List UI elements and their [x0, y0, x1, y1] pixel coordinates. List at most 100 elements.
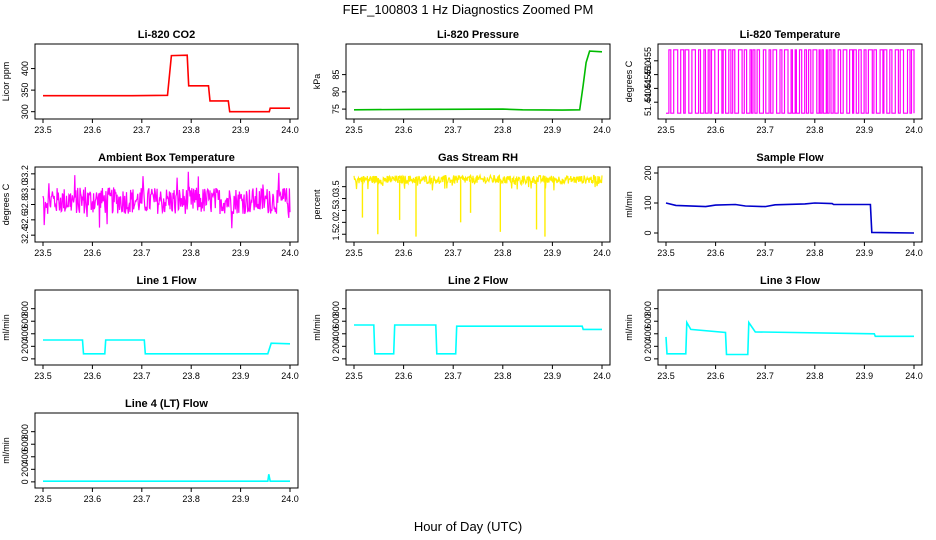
x-tick-label: 23.6 [395, 371, 413, 381]
panel-ylabel: ml/min [624, 191, 634, 218]
panel-frame [345, 166, 611, 243]
x-tick-label: 23.6 [84, 494, 102, 504]
x-tick-label: 24.0 [905, 248, 923, 258]
x-tick-label: 23.8 [806, 125, 824, 135]
y-tick-label: 3.5 [331, 180, 341, 193]
y-tick-label: 300 [20, 104, 30, 119]
panel-8: Line 2 Flow ml/min 23.5 23.6 23.7 23.8 23.9 24.… [312, 275, 611, 381]
x-tick-label: 24.0 [281, 125, 299, 135]
y-tick-label: 800 [20, 424, 30, 439]
x-tick-label: 23.5 [34, 371, 52, 381]
series-line [353, 173, 603, 191]
y-tick-label: 600 [643, 314, 653, 329]
panel-title: Li-820 Pressure [437, 29, 519, 41]
series-line [665, 49, 915, 114]
panel-frame [345, 43, 611, 120]
panel-ylabel: percent [312, 189, 322, 220]
x-tick-label: 23.5 [345, 371, 363, 381]
x-tick-label: 24.0 [281, 494, 299, 504]
series-line [665, 319, 914, 356]
x-tick-label: 24.0 [593, 371, 611, 381]
y-tick-label: 85 [331, 70, 341, 80]
x-tick-label: 23.5 [657, 125, 675, 135]
y-tick-label: 0 [643, 356, 653, 361]
series-line [665, 202, 915, 234]
y-tick-label: 600 [331, 314, 341, 329]
x-tick-label: 23.5 [657, 248, 675, 258]
y-tick-label: 400 [20, 449, 30, 464]
panel-title: Line 3 Flow [760, 275, 820, 287]
y-tick-label: 51.450 [643, 61, 653, 89]
x-tick-label: 23.9 [544, 125, 562, 135]
x-tick-label: 23.5 [345, 248, 363, 258]
x-tick-label: 23.5 [657, 371, 675, 381]
panel-2: Li-820 Pressure kPa 23.5 23.6 23.7 23.8 23.9 24… [312, 29, 611, 135]
y-tick-label: 2.0 [331, 216, 341, 229]
x-tick-label: 23.8 [182, 248, 200, 258]
series-line [43, 474, 290, 482]
panel-10: Line 4 (LT) Flow ml/min 23.5 23.6 23.7 23.8 23… [1, 398, 299, 504]
y-tick-label: 32.6 [20, 211, 30, 229]
x-tick-label: 24.0 [905, 371, 923, 381]
x-tick-label: 23.8 [494, 248, 512, 258]
panel-7: Line 1 Flow ml/min 23.5 23.6 23.7 23.8 23.9 24.… [1, 275, 299, 381]
panel-title: Line 1 Flow [137, 275, 197, 287]
panel-ylabel: ml/min [312, 314, 322, 341]
y-tick-label: 33.2 [20, 165, 30, 183]
y-tick-label: 200 [331, 339, 341, 354]
x-tick-label: 24.0 [593, 125, 611, 135]
x-tick-label: 23.8 [182, 125, 200, 135]
y-tick-label: 400 [20, 326, 30, 341]
panel-title: Ambient Box Temperature [98, 152, 235, 164]
series-line [43, 54, 290, 113]
y-tick-label: 0 [331, 356, 341, 361]
y-tick-label: 800 [20, 301, 30, 316]
panel-ylabel: ml/min [1, 314, 11, 341]
panel-title: Line 4 (LT) Flow [125, 398, 208, 410]
x-tick-label: 23.6 [84, 371, 102, 381]
y-tick-label: 600 [20, 314, 30, 329]
y-tick-label: 75 [331, 104, 341, 114]
x-tick-label: 23.6 [707, 248, 725, 258]
panel-title: Li-820 Temperature [740, 29, 841, 41]
x-tick-label: 23.9 [232, 248, 250, 258]
x-tick-label: 23.9 [544, 371, 562, 381]
x-tick-label: 23.6 [84, 248, 102, 258]
panel-title: Li-820 CO2 [138, 29, 195, 41]
x-tick-label: 23.9 [856, 125, 874, 135]
x-tick-label: 23.7 [133, 494, 151, 504]
y-tick-label: 800 [331, 301, 341, 316]
y-tick-label: 32.4 [20, 226, 30, 244]
x-tick-label: 23.9 [232, 371, 250, 381]
x-tick-label: 23.8 [494, 371, 512, 381]
y-tick-label: 51.440 [643, 88, 653, 116]
y-tick-label: 400 [331, 326, 341, 341]
x-tick-label: 23.9 [856, 248, 874, 258]
x-tick-label: 24.0 [593, 248, 611, 258]
y-tick-label: 0 [643, 230, 653, 235]
x-tick-label: 23.7 [444, 125, 462, 135]
x-tick-label: 24.0 [281, 371, 299, 381]
panel-4: Ambient Box Temperature degrees C 23.5 23.6… [1, 152, 299, 258]
x-tick-label: 23.8 [182, 371, 200, 381]
y-tick-label: 200 [20, 462, 30, 477]
panel-1: Li-820 CO2 Licor ppm 23.5 23.6 23.7 23.8 23.9 2… [1, 29, 299, 135]
x-tick-label: 23.5 [345, 125, 363, 135]
y-tick-label: 32.8 [20, 196, 30, 214]
panel-frame [657, 166, 923, 243]
x-tick-label: 24.0 [905, 125, 923, 135]
panel-5: Gas Stream RH percent 23.5 23.6 23.7 23.8 23.9… [312, 152, 611, 258]
x-tick-label: 23.7 [133, 248, 151, 258]
y-tick-label: 3.0 [331, 192, 341, 205]
y-tick-label: 200 [20, 339, 30, 354]
x-tick-label: 24.0 [281, 248, 299, 258]
x-tick-label: 23.7 [133, 125, 151, 135]
panel-frame [34, 412, 299, 489]
series-line [43, 339, 291, 355]
x-tick-label: 23.7 [756, 248, 774, 258]
panel-9: Line 3 Flow ml/min 23.5 23.6 23.7 23.8 23.9 24.… [624, 275, 923, 381]
x-tick-label: 23.8 [806, 248, 824, 258]
x-tick-label: 23.6 [84, 125, 102, 135]
panel-frame [345, 289, 611, 366]
